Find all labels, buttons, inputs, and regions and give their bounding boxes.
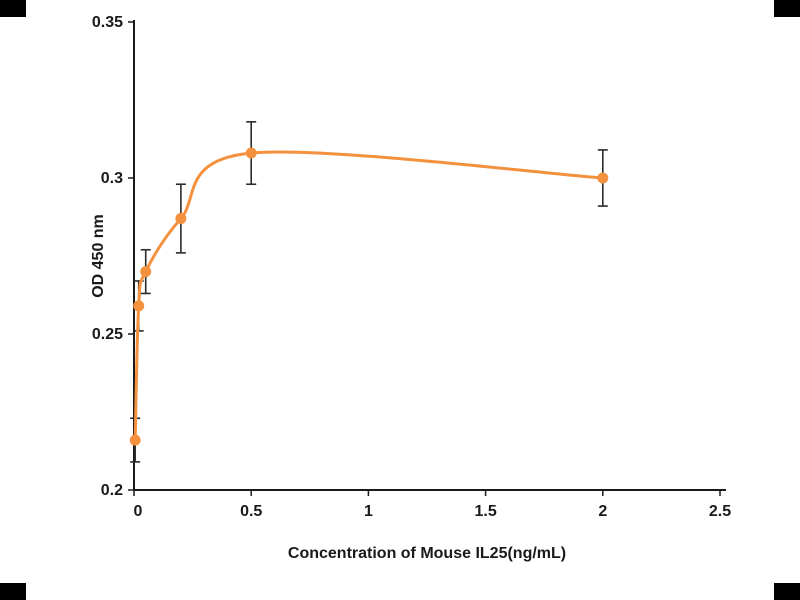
data-point-marker (597, 172, 609, 184)
y-axis-title: OD 450 nm (90, 214, 107, 298)
data-point-marker (133, 300, 145, 312)
corner-mark-bottom-left (0, 583, 26, 600)
data-point-marker (245, 147, 257, 159)
data-point-marker (129, 434, 141, 446)
y-tick-label: 0.2 (101, 482, 123, 499)
data-points (129, 147, 609, 446)
y-tick-label: 0.35 (92, 14, 123, 31)
corner-mark-top-right (774, 0, 800, 17)
series-curve-group (133, 150, 605, 442)
y-tick-label: 0.25 (92, 326, 123, 343)
series-curve (133, 150, 605, 442)
axes (133, 20, 726, 491)
x-tick-label: 2 (598, 503, 607, 520)
data-point-marker (175, 213, 187, 225)
x-axis-title: Concentration of Mouse IL25(ng/mL) (288, 545, 566, 562)
axis-tick-labels: 0.2 0.25 0.3 0.35 0 0.5 1 1.5 2 2.5 (92, 14, 731, 520)
y-tick-label: 0.3 (101, 170, 123, 187)
corner-mark-top-left (0, 0, 26, 17)
x-tick-label: 1 (364, 503, 373, 520)
corner-mark-bottom-right (774, 583, 800, 600)
x-tick-label: 1.5 (474, 503, 496, 520)
x-tick-label: 2.5 (709, 503, 731, 520)
data-point-marker (140, 266, 152, 278)
x-tick-label: 0.5 (240, 503, 262, 520)
x-tick-label: 0 (134, 503, 143, 520)
axis-ticks (128, 21, 721, 496)
